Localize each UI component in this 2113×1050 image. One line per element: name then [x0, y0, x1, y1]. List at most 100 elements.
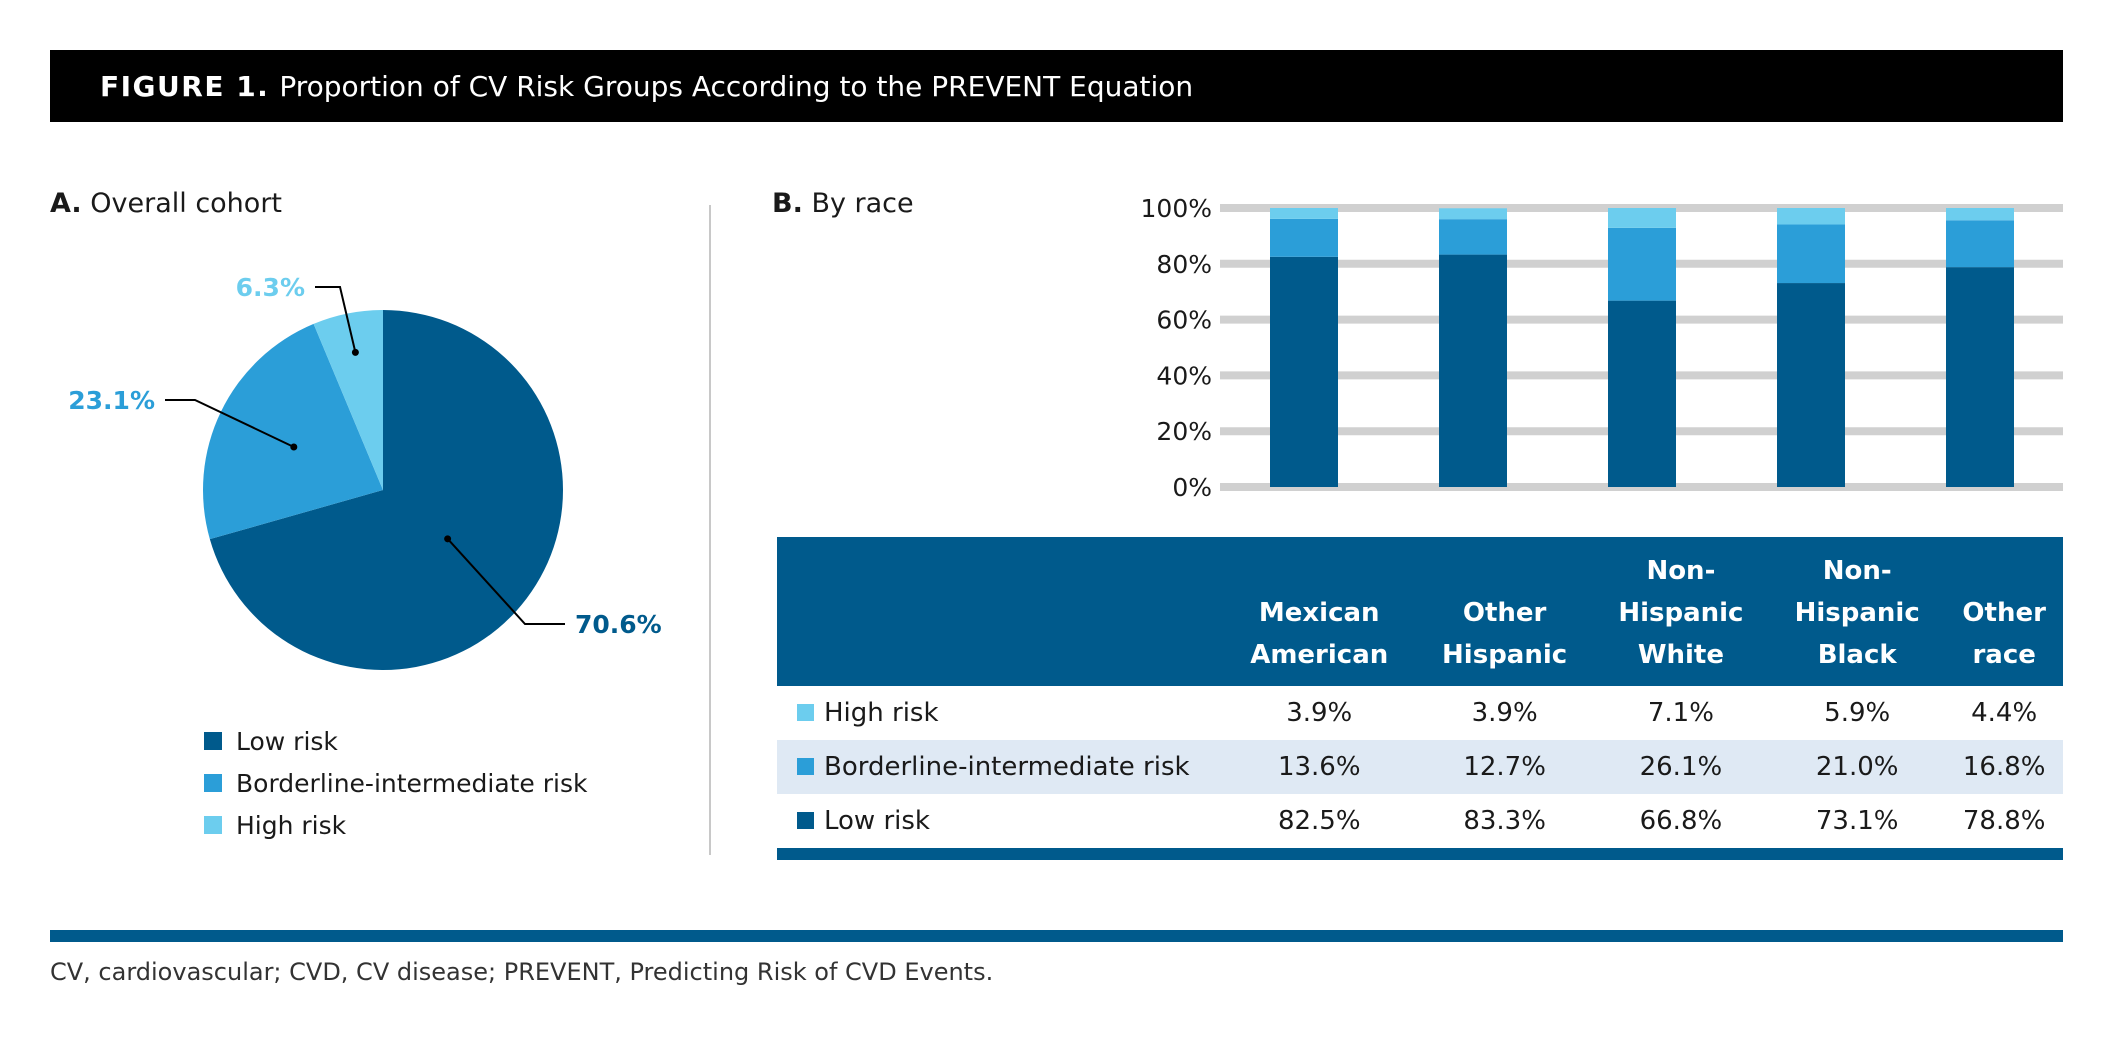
row-swatch-high	[797, 704, 814, 721]
bar-borderline	[1608, 227, 1676, 301]
pie-slice-low	[209, 310, 564, 670]
footer-rule	[50, 930, 2063, 942]
pie-label-low: 70.6%	[575, 610, 662, 639]
legend-item-high: High risk	[204, 804, 588, 846]
table-cell: 3.9%	[1286, 698, 1353, 728]
leader-line-high	[315, 286, 357, 353]
table-header-empty	[777, 537, 1222, 686]
table-cell: 26.1%	[1592, 740, 1770, 794]
row-label-text: High risk	[824, 698, 939, 728]
row-swatch-borderline	[797, 758, 814, 775]
pie-legend: Low risk Borderline-intermediate risk Hi…	[204, 720, 588, 846]
header-line: Black	[1817, 640, 1897, 670]
header-line: American	[1250, 640, 1389, 670]
table-cell: 13.6%	[1222, 740, 1417, 794]
y-tick-label: 100%	[1141, 194, 1212, 223]
leader-dot-low	[444, 535, 452, 543]
pie-slice-high	[313, 310, 383, 490]
bar-high	[1777, 208, 1845, 225]
bar-borderline	[1777, 224, 1845, 284]
bar-low	[1439, 254, 1507, 487]
table-cell: 73.1%	[1769, 794, 1946, 860]
leader-dot-high	[351, 348, 359, 356]
legend-swatch-low	[204, 732, 222, 750]
pie-label-borderline: 23.1%	[68, 386, 155, 415]
legend-item-low: Low risk	[204, 720, 588, 762]
bar-borderline	[1946, 220, 2014, 268]
table-cell: 21.0%	[1769, 740, 1946, 794]
y-tick-label: 60%	[1156, 306, 1212, 335]
table-cell: 78.8%	[1945, 794, 2063, 860]
table-header-other-hispanic: Other Hispanic	[1416, 537, 1593, 686]
header-line: Hispanic	[1618, 598, 1744, 628]
header-line: Hispanic	[1442, 640, 1568, 670]
bar-low	[1946, 267, 2014, 487]
panel-a-label: Overall cohort	[90, 188, 283, 219]
header-line: Other	[1462, 598, 1547, 628]
row-swatch-low	[797, 812, 814, 829]
pie-slice-borderline	[202, 323, 383, 540]
panel-a-letter: A.	[50, 188, 82, 219]
table-header-row: Mexican American Other Hispanic Non- His…	[777, 537, 2063, 686]
table-cell: 7.1%	[1647, 698, 1714, 728]
table-row-borderline: Borderline-intermediate risk 13.6% 12.7%…	[777, 740, 2063, 794]
table-cell: 82.5%	[1222, 794, 1417, 860]
table-cell: 5.9%	[1824, 698, 1891, 728]
bar-high	[1608, 208, 1676, 228]
leader-line-borderline	[165, 399, 295, 448]
header-line: White	[1637, 640, 1724, 670]
row-label-text: Low risk	[824, 806, 930, 836]
leader-dot-borderline	[290, 443, 298, 451]
bar-high	[1270, 208, 1338, 219]
legend-label-low: Low risk	[236, 726, 338, 756]
header-line: Mexican	[1258, 598, 1380, 628]
y-tick-label: 80%	[1156, 250, 1212, 279]
y-tick-label: 0%	[1172, 473, 1212, 502]
table-cell: 12.7%	[1416, 740, 1593, 794]
y-tick-label: 20%	[1156, 417, 1212, 446]
panel-b-label: By race	[811, 188, 914, 219]
header-line: Other	[1962, 598, 2046, 628]
y-tick-label: 40%	[1156, 361, 1212, 390]
bar-low	[1270, 256, 1338, 487]
legend-label-high: High risk	[236, 810, 347, 840]
legend-swatch-borderline	[204, 774, 222, 792]
table-cell: 4.4%	[1971, 698, 2038, 728]
table-cell: 3.9%	[1471, 698, 1538, 728]
table-row-high: High risk 3.9% 3.9% 7.1% 5.9% 4.4%	[777, 686, 2063, 740]
figure-banner: FIGURE 1. Proportion of CV Risk Groups A…	[50, 50, 2063, 122]
bar-low	[1777, 283, 1845, 487]
legend-swatch-high	[204, 816, 222, 834]
figure-label: FIGURE 1.	[100, 69, 270, 103]
panel-b-title: B. By race	[772, 188, 914, 219]
table-row-low: Low risk 82.5% 83.3% 66.8% 73.1% 78.8%	[777, 794, 2063, 860]
header-line: Non-	[1822, 556, 1892, 586]
legend-label-borderline: Borderline-intermediate risk	[236, 768, 588, 798]
row-label-low: Low risk	[777, 794, 1222, 860]
table-header-mexican-american: Mexican American	[1222, 537, 1417, 686]
footnote: CV, cardiovascular; CVD, CV disease; PRE…	[50, 958, 994, 986]
bar-high	[1946, 208, 2014, 221]
panel-b-letter: B.	[772, 188, 803, 219]
row-label-borderline: Borderline-intermediate risk	[777, 740, 1222, 794]
panel-a-title: A. Overall cohort	[50, 188, 282, 219]
header-line: Non-	[1646, 556, 1716, 586]
table-header-non-hispanic-white: Non- Hispanic White	[1592, 537, 1770, 686]
bar-borderline	[1439, 219, 1507, 255]
legend-item-borderline: Borderline-intermediate risk	[204, 762, 588, 804]
table-cell: 16.8%	[1945, 740, 2063, 794]
bar-high	[1439, 208, 1507, 220]
table-cell: 83.3%	[1416, 794, 1593, 860]
row-label-high: High risk	[777, 686, 1222, 740]
table-cell: 66.8%	[1592, 794, 1770, 860]
table-header-non-hispanic-black: Non- Hispanic Black	[1769, 537, 1946, 686]
table-header-other-race: Other race	[1945, 537, 2063, 686]
panel-divider	[709, 205, 711, 855]
row-label-text: Borderline-intermediate risk	[824, 752, 1190, 782]
pie-label-high: 6.3%	[236, 273, 305, 302]
leader-line-low	[446, 538, 565, 625]
header-line: Hispanic	[1794, 598, 1920, 628]
bar-borderline	[1270, 218, 1338, 257]
figure-title: Proportion of CV Risk Groups According t…	[279, 69, 1194, 103]
